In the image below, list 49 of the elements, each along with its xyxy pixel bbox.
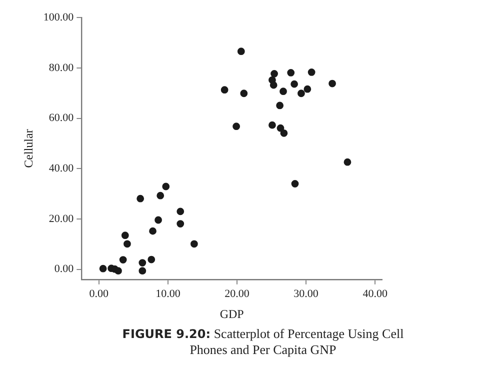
point: [276, 124, 284, 132]
point: [190, 240, 198, 248]
point: [124, 240, 131, 248]
point: [220, 86, 228, 94]
point: [344, 158, 352, 166]
point: [280, 88, 287, 96]
point: [138, 267, 146, 275]
point: [270, 81, 278, 89]
point: [176, 220, 184, 228]
point: [121, 232, 129, 240]
y-tick-label: 100.00: [43, 11, 74, 24]
y-tick-label: 80.00: [48, 62, 74, 74]
point: [280, 129, 288, 137]
point: [148, 256, 156, 264]
point: [308, 68, 316, 76]
point: [156, 192, 164, 200]
caption: FIGURE 9.20: Scatterplot of Percentage Using Cell Phones and Per Capita GNP: [122, 326, 404, 357]
point: [328, 80, 336, 88]
point: [287, 69, 295, 76]
point: [270, 70, 278, 78]
point: [240, 90, 248, 98]
point: [232, 122, 240, 130]
point: [162, 182, 170, 190]
y-axis-title: Cellular: [21, 129, 36, 168]
point: [136, 194, 144, 202]
x-tick-label: 40.00: [362, 288, 388, 300]
point: [276, 102, 284, 110]
point: [149, 227, 156, 235]
point: [99, 264, 107, 272]
x-tick-label: 30.00: [294, 288, 319, 300]
point: [154, 216, 162, 224]
y-tick-label: 0.00: [54, 263, 74, 276]
point: [290, 80, 298, 88]
point: [176, 208, 184, 216]
y-tick-label: 60.00: [48, 112, 74, 124]
point: [291, 180, 299, 188]
x-tick-label: 20.00: [224, 288, 250, 300]
x-tick-label: 10.00: [156, 288, 181, 300]
point: [237, 48, 245, 56]
point: [304, 85, 312, 93]
point: [119, 256, 127, 264]
x-tick-label: 0.00: [89, 288, 110, 300]
y-tick-label: 40.00: [48, 162, 74, 175]
point: [268, 121, 276, 129]
point: [138, 259, 146, 266]
x-axis-title: GDP: [220, 306, 244, 321]
point: [114, 267, 122, 275]
y-tick-label: 20.00: [48, 212, 74, 225]
point: [298, 90, 305, 98]
